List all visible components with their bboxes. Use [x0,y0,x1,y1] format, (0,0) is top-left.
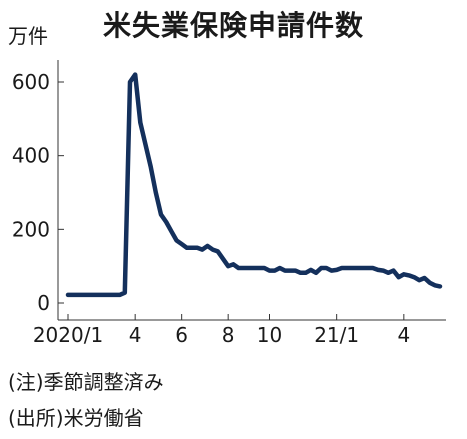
x-tick-label: 21/1 [314,323,359,347]
series-line [65,72,443,298]
x-tick-label: 4 [129,323,142,347]
y-axis-unit-label: 万件 [8,24,48,48]
chart-title: 米失業保険申請件数 [102,9,364,42]
x-tick-label: 4 [397,323,410,347]
y-tick-label: 0 [37,291,50,315]
y-tick-label: 600 [12,70,50,94]
line-chart: 0 200 400 600 2020/1 4 6 8 10 21/1 4 [12,60,446,347]
x-tick-label: 2020/1 [33,323,103,347]
note-source: (出所)米労働省 [8,406,144,430]
y-tick-label: 400 [12,144,50,168]
x-tick-label: 10 [257,323,282,347]
y-tick-label: 200 [12,217,50,241]
x-tick-label: 6 [175,323,188,347]
x-tick-label: 8 [222,323,235,347]
note-seasonal-adjustment: (注)季節調整済み [8,370,164,394]
